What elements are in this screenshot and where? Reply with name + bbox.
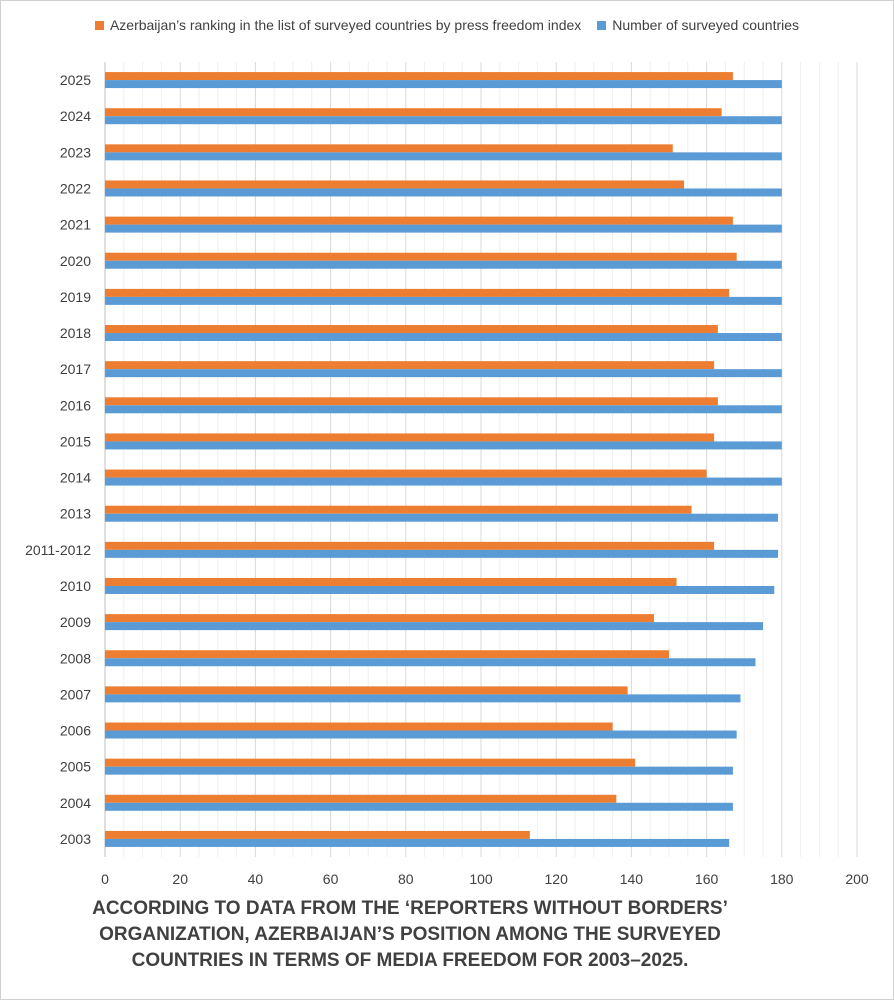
- bar-surveyed: [105, 549, 779, 558]
- caption-line-2: organization, Azerbaijan’s position amon…: [99, 923, 721, 945]
- legend-swatch-ranking: [94, 20, 104, 30]
- y-tick-label: 2009: [60, 614, 91, 630]
- bar-surveyed: [105, 585, 775, 594]
- y-tick-label: 2024: [60, 108, 91, 124]
- x-tick-label: 20: [172, 871, 188, 887]
- bar-surveyed: [105, 333, 782, 342]
- x-tick-label: 140: [620, 871, 644, 887]
- bar-ranking: [105, 288, 730, 297]
- bar-surveyed: [105, 730, 737, 739]
- bar-ranking: [105, 108, 722, 117]
- y-tick-label: 2016: [60, 397, 91, 413]
- bar-surveyed: [105, 152, 782, 161]
- chart-caption: According to data from the ‘Reporters Wi…: [60, 896, 760, 973]
- bar-surveyed: [105, 513, 779, 522]
- y-tick-label: 2025: [60, 72, 91, 88]
- y-tick-label: 2008: [60, 650, 91, 666]
- bar-surveyed: [105, 296, 782, 305]
- bar-ranking: [105, 577, 677, 586]
- y-tick-label: 2006: [60, 723, 91, 739]
- x-tick-label: 60: [323, 871, 339, 887]
- y-tick-label: 2013: [60, 506, 91, 522]
- bar-surveyed: [105, 694, 741, 703]
- chart-legend: Azerbaijan’s ranking in the list of surv…: [0, 17, 894, 33]
- bar-ranking: [105, 361, 715, 370]
- y-tick-label: 2022: [60, 180, 91, 196]
- x-tick-label: 80: [398, 871, 414, 887]
- bar-surveyed: [105, 802, 733, 811]
- bar-ranking: [105, 650, 669, 659]
- bar-ranking: [105, 614, 654, 623]
- y-tick-label: 2004: [60, 795, 91, 811]
- bar-ranking: [105, 433, 715, 442]
- bar-surveyed: [105, 260, 782, 269]
- y-tick-label: 2005: [60, 759, 91, 775]
- y-tick-label: 2017: [60, 361, 91, 377]
- bar-surveyed: [105, 224, 782, 233]
- y-tick-label: 2018: [60, 325, 91, 341]
- bar-ranking: [105, 72, 733, 81]
- y-tick-label: 2021: [60, 217, 91, 233]
- bar-ranking: [105, 397, 718, 406]
- y-tick-label: 2023: [60, 144, 91, 160]
- caption-line-1: According to data from the ‘Reporters Wi…: [92, 898, 728, 919]
- bar-surveyed: [105, 477, 782, 486]
- x-tick-label: 200: [845, 871, 869, 887]
- x-tick-label: 160: [695, 871, 719, 887]
- bar-surveyed: [105, 116, 782, 125]
- bar-surveyed: [105, 658, 756, 667]
- bar-ranking: [105, 325, 718, 334]
- bar-ranking: [105, 722, 613, 731]
- y-tick-label: 2003: [60, 831, 91, 847]
- bar-surveyed: [105, 766, 733, 775]
- x-tick-label: 40: [248, 871, 264, 887]
- bar-ranking: [105, 469, 707, 478]
- bar-ranking: [105, 830, 530, 839]
- legend-swatch-surveyed: [597, 20, 607, 30]
- bar-ranking: [105, 686, 628, 695]
- bar-ranking: [105, 758, 636, 767]
- bar-surveyed: [105, 369, 782, 378]
- bar-ranking: [105, 144, 673, 153]
- y-tick-label: 2007: [60, 686, 91, 702]
- y-tick-label: 2011-2012: [25, 542, 91, 558]
- y-tick-label: 2014: [60, 470, 91, 486]
- legend-item-surveyed: Number of surveyed countries: [597, 17, 799, 33]
- y-tick-label: 2020: [60, 253, 91, 269]
- caption-line-3: countries in terms of media freedom for …: [131, 949, 689, 971]
- bar-surveyed: [105, 80, 782, 89]
- bar-ranking: [105, 794, 617, 803]
- bar-surveyed: [105, 188, 782, 197]
- legend-item-ranking: Azerbaijan’s ranking in the list of surv…: [94, 17, 582, 33]
- bar-surveyed: [105, 405, 782, 414]
- bar-surveyed: [105, 441, 782, 450]
- bar-surveyed: [105, 838, 730, 847]
- legend-label-ranking: Azerbaijan’s ranking in the list of surv…: [109, 17, 582, 33]
- x-tick-label: 0: [101, 871, 109, 887]
- bar-ranking: [105, 252, 737, 261]
- bar-ranking: [105, 505, 692, 514]
- bar-surveyed: [105, 622, 763, 631]
- x-tick-label: 100: [469, 871, 493, 887]
- x-tick-label: 180: [770, 871, 794, 887]
- legend-label-surveyed: Number of surveyed countries: [612, 17, 800, 33]
- y-tick-label: 2015: [60, 433, 91, 449]
- bar-ranking: [105, 216, 733, 225]
- bar-ranking: [105, 541, 715, 550]
- bar-ranking: [105, 180, 685, 189]
- x-tick-label: 120: [545, 871, 569, 887]
- y-tick-label: 2019: [60, 289, 91, 305]
- y-tick-label: 2010: [60, 578, 91, 594]
